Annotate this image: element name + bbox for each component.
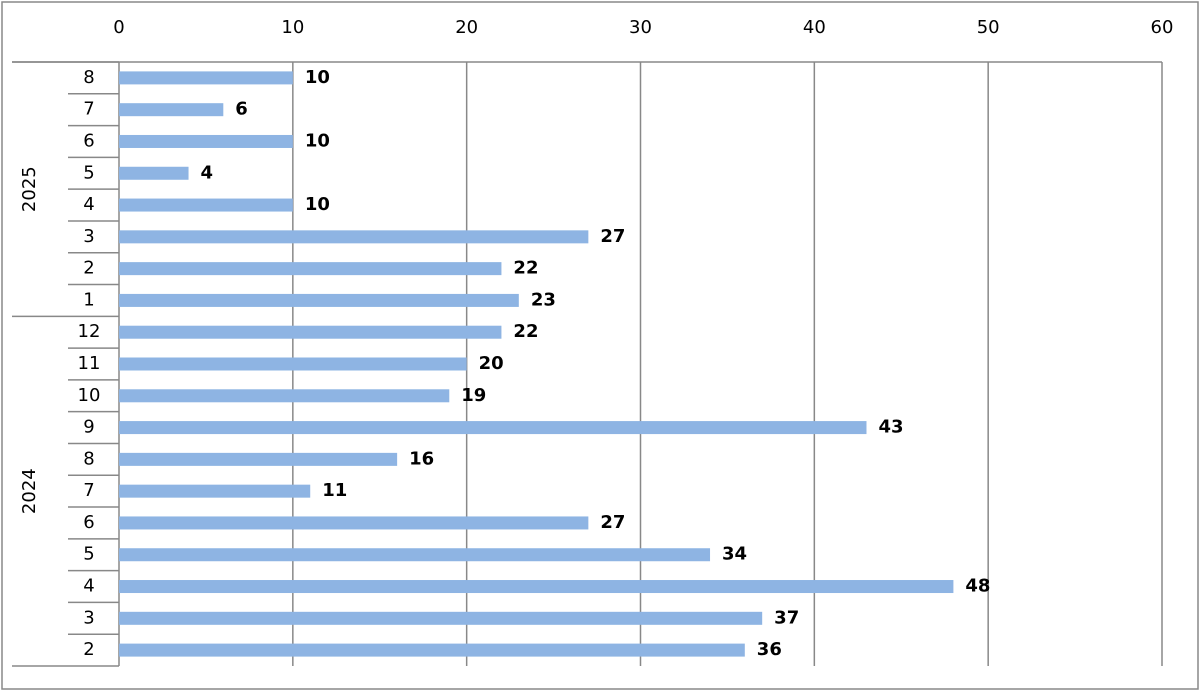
value-label: 10 [305,130,330,151]
value-label: 19 [461,385,486,406]
bar [119,516,589,530]
bar [119,548,711,562]
value-label: 6 [235,99,248,120]
y-tick-label: 5 [83,544,94,565]
y-tick-label: 5 [83,162,94,183]
group-label: 2024 [19,468,40,514]
value-label: 48 [965,576,990,597]
value-label: 23 [531,289,556,310]
bar [119,103,224,117]
y-tick-label: 7 [83,480,94,501]
bar [119,580,954,594]
bar [119,643,745,657]
bar [119,293,519,307]
y-tick-label: 6 [83,512,94,533]
y-tick-label: 3 [83,226,94,247]
y-tick-label: 8 [83,67,94,88]
y-tick-label: 8 [83,448,94,469]
value-label: 43 [878,417,903,438]
y-tick-label: 2 [83,258,94,279]
bar [119,134,293,148]
y-tick-label: 10 [78,385,101,406]
value-label: 36 [757,639,782,660]
x-tick-label: 0 [113,17,124,38]
y-tick-label: 4 [83,576,94,597]
y-tick-label: 6 [83,130,94,151]
bar [119,71,293,85]
y-tick-label: 4 [83,194,94,215]
bar [119,389,450,403]
value-label: 11 [322,480,347,501]
bar [119,262,502,276]
y-tick-label: 11 [78,353,101,374]
bar [119,421,867,435]
x-tick-label: 40 [803,17,826,38]
value-label: 37 [774,607,799,628]
bar [119,230,589,244]
x-tick-label: 20 [455,17,478,38]
y-tick-label: 12 [78,321,101,342]
value-label: 20 [479,353,504,374]
x-tick-label: 60 [1151,17,1174,38]
bar [119,452,398,466]
bar [119,484,311,498]
value-label: 22 [513,321,538,342]
y-tick-label: 1 [83,289,94,310]
bar [119,325,502,339]
value-label: 27 [600,512,625,533]
bar [119,166,189,180]
y-tick-label: 2 [83,639,94,660]
bar [119,611,763,625]
group-label: 2025 [19,166,40,212]
value-label: 34 [722,544,747,565]
y-tick-label: 7 [83,99,94,120]
value-label: 22 [513,258,538,279]
value-label: 4 [201,162,214,183]
value-label: 16 [409,448,434,469]
value-label: 27 [600,226,625,247]
y-tick-label: 9 [83,417,94,438]
value-label: 10 [305,194,330,215]
bar [119,357,467,371]
y-tick-label: 3 [83,607,94,628]
x-tick-label: 50 [977,17,1000,38]
bar [119,198,293,212]
value-label: 10 [305,67,330,88]
x-tick-label: 10 [281,17,304,38]
x-tick-label: 30 [629,17,652,38]
